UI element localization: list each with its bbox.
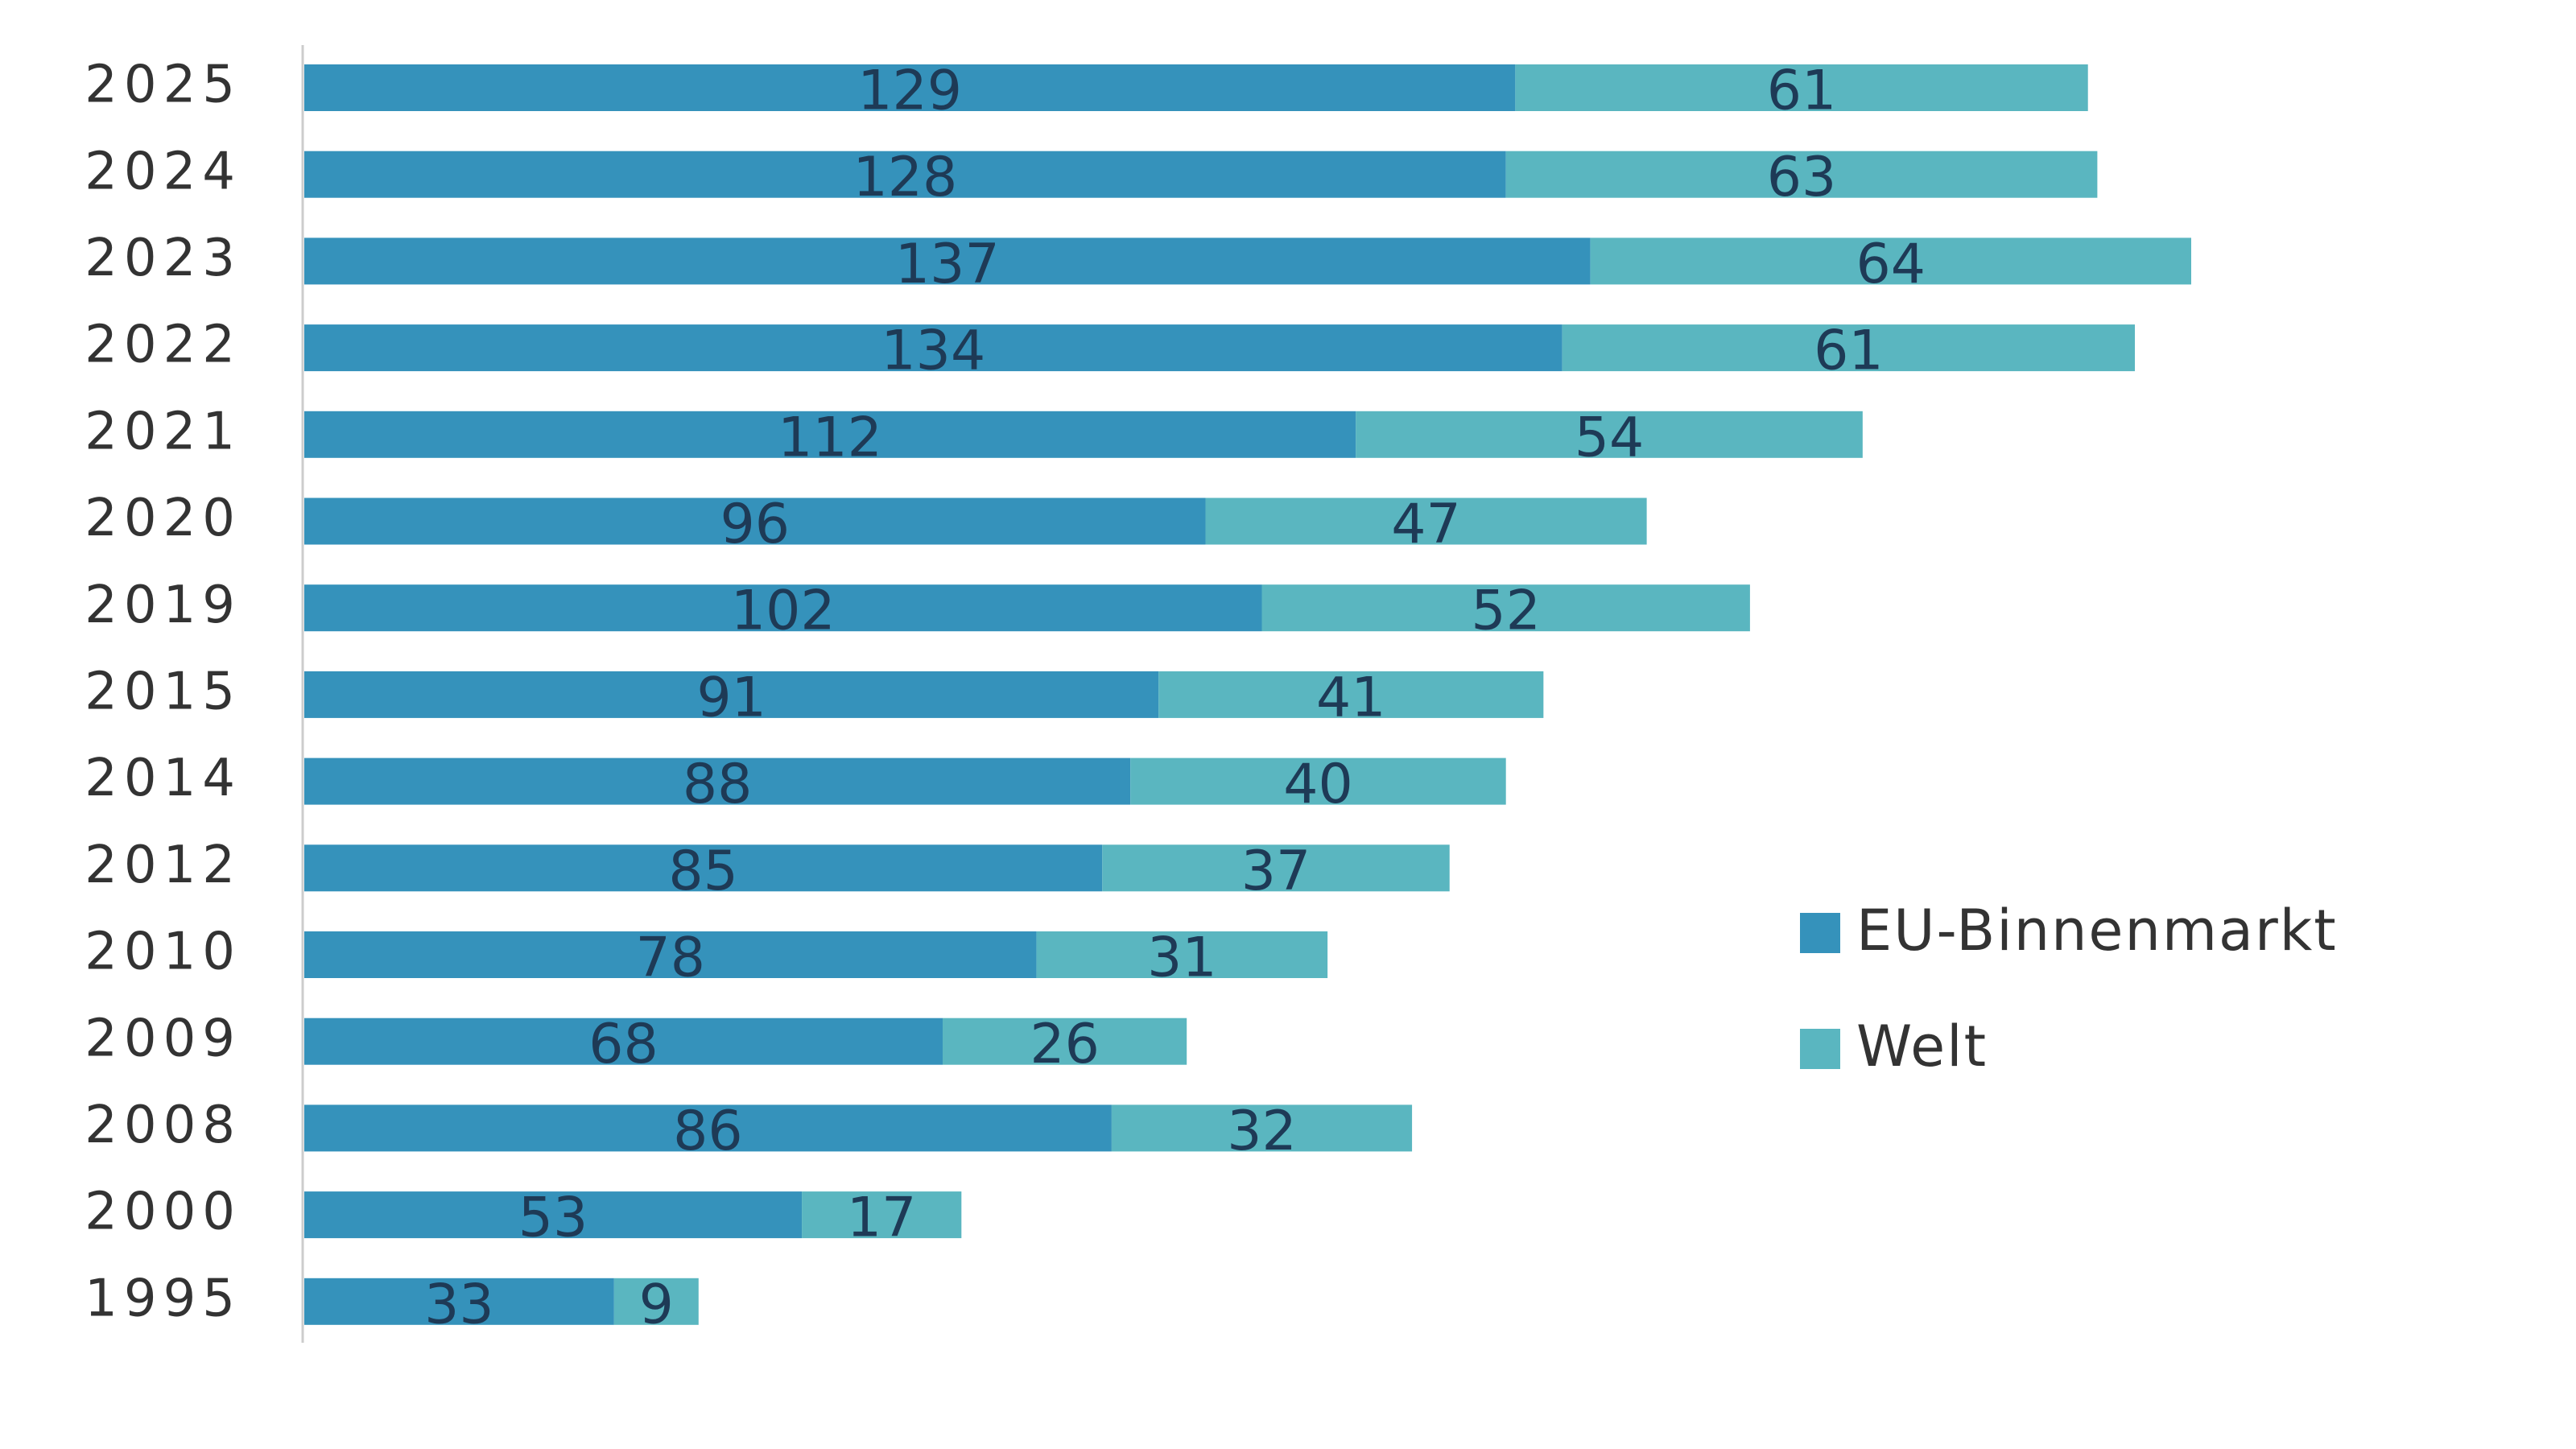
bar-segment (1205, 497, 1647, 545)
bar-segment (304, 758, 1131, 805)
bar-segment (304, 931, 1037, 978)
y-tick-label: 2024 (85, 142, 242, 201)
value-label: 47 (1391, 493, 1461, 556)
bar-segment (304, 64, 1516, 111)
bar-segment (304, 497, 1206, 545)
value-label: 134 (881, 320, 985, 383)
y-tick-label: 2008 (85, 1096, 242, 1155)
y-tick-label: 2015 (85, 662, 242, 721)
legend-label: Welt (1856, 1013, 1988, 1080)
y-tick-label: 2009 (85, 1009, 242, 1068)
value-label: 68 (588, 1013, 658, 1076)
value-label: 32 (1227, 1100, 1297, 1163)
legend-swatch (1800, 913, 1840, 953)
bar-segment (1130, 758, 1506, 805)
bar-segment (304, 1278, 614, 1325)
value-label: 41 (1316, 666, 1386, 729)
bar-segment (1036, 931, 1328, 978)
value-label: 129 (857, 60, 962, 123)
value-label: 61 (1767, 60, 1837, 123)
value-label: 64 (1856, 233, 1926, 296)
y-tick-label: 2025 (85, 56, 242, 115)
value-label: 61 (1814, 320, 1884, 383)
bar-segment (942, 1018, 1187, 1065)
legend-swatch (1800, 1029, 1840, 1069)
bar-segment (1515, 64, 2088, 111)
y-tick-label: 2010 (85, 923, 242, 982)
value-label: 52 (1471, 580, 1541, 643)
y-tick-label: 2019 (85, 576, 242, 635)
y-tick-label: 2021 (85, 402, 242, 461)
y-tick-label: 1995 (85, 1269, 242, 1328)
value-label: 40 (1283, 753, 1353, 816)
y-tick-label: 2020 (85, 489, 242, 548)
bar-segment (304, 1018, 943, 1065)
bar-segment (1111, 1104, 1413, 1152)
value-label: 88 (683, 753, 753, 816)
y-tick-label: 2014 (85, 749, 242, 808)
bar-segment (1102, 844, 1450, 892)
value-label: 86 (673, 1100, 743, 1163)
y-tick-label: 2000 (85, 1183, 242, 1242)
bar-segment (1590, 237, 2191, 285)
bar-segment (1261, 584, 1750, 632)
value-label: 54 (1575, 406, 1645, 469)
value-label: 53 (518, 1187, 588, 1250)
y-tick-label: 2022 (85, 316, 242, 375)
value-label: 137 (895, 233, 1000, 296)
value-label: 33 (424, 1273, 494, 1336)
value-label: 37 (1241, 840, 1311, 903)
bar-segment (802, 1191, 962, 1239)
value-label: 31 (1147, 927, 1217, 990)
value-label: 102 (731, 580, 836, 643)
bar-segment (1505, 151, 2098, 198)
bar-segment (304, 584, 1262, 632)
value-label: 112 (778, 406, 882, 469)
value-label: 26 (1030, 1013, 1100, 1076)
value-label: 128 (852, 146, 957, 209)
bar-segment (304, 151, 1506, 198)
value-label: 17 (847, 1187, 917, 1250)
bar-segment (1356, 411, 1863, 458)
bar-segment (1158, 671, 1544, 718)
y-tick-label: 2023 (85, 229, 242, 288)
y-tick-label: 2012 (85, 836, 242, 895)
value-label: 96 (720, 493, 790, 556)
bar-segment (1562, 324, 2136, 372)
bar-segment (304, 1104, 1112, 1152)
bar-segment (304, 237, 1591, 285)
value-label: 78 (636, 927, 706, 990)
bar-segment (304, 844, 1103, 892)
bar-segment (304, 1191, 803, 1239)
bar-segment (304, 671, 1159, 718)
value-label: 85 (668, 840, 738, 903)
bar-segment (304, 411, 1356, 458)
bar-segment (304, 324, 1563, 372)
legend-label: EU-Binnenmarkt (1856, 898, 2338, 964)
value-label: 9 (639, 1273, 674, 1336)
value-label: 91 (696, 666, 766, 729)
value-label: 63 (1767, 146, 1837, 209)
bar-segment (613, 1278, 699, 1325)
